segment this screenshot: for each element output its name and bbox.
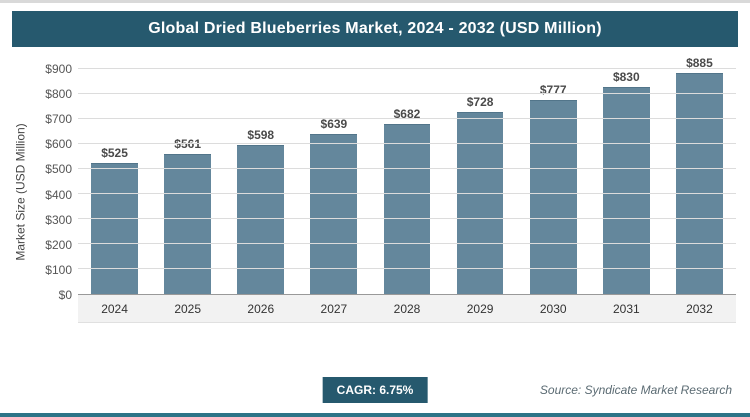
bar-slot: $561 [151,69,224,294]
bar-chart: Market Size (USD Million) $0 $100 $200 $300… [10,56,736,323]
x-tick-label: 2027 [320,302,348,316]
x-tick-label: 2028 [393,302,421,316]
bar-2027: $639 [310,117,358,294]
bar-value-label: $728 [466,95,494,109]
gridline [78,93,736,94]
bar-slot: $728 [444,69,517,294]
y-tick-label: $500 [45,162,72,177]
bar-value-label: $598 [247,127,275,142]
x-tick-label: 2024 [101,302,128,316]
x-tick-label: 2025 [174,302,202,316]
bar-slot: $885 [663,56,736,294]
bar-slot: $639 [297,69,370,294]
x-tick-label: 2026 [247,302,275,316]
bar-slot: $525 [78,69,151,294]
gridline [78,268,736,269]
gridline [78,243,736,244]
plot-column: $525 $561 $598 $639 $682 $728 $777 $830 $885 202… [78,56,736,323]
bar-value-label: $777 [539,82,567,97]
gridline [78,68,736,69]
y-tick-label: $0 [58,288,72,302]
bar-value-label: $639 [320,117,348,132]
y-tick-label: $300 [45,212,72,227]
gridline [78,143,736,145]
bar-slot: $777 [517,69,590,294]
bars-container: $525 $561 $598 $639 $682 $728 $777 $830 $885 [78,56,736,294]
gridline [78,168,736,169]
gridline [78,193,736,194]
y-tick-label: $400 [45,187,72,202]
cagr-badge: CAGR: 6.75% [322,377,428,403]
y-tick-label: $600 [45,137,72,152]
plot-area: $525 $561 $598 $639 $682 $728 $777 $830 $885 [78,56,736,295]
y-tick-label: $800 [45,87,72,102]
bar-slot: $598 [224,69,297,294]
y-axis-title: Market Size (USD Million) [10,61,32,323]
bar-2029: $728 [456,95,504,294]
bar-value-label: $885 [686,55,713,70]
x-axis-ticks: 2024 2025 2026 2027 2028 2029 2030 2031 2032 [78,295,736,323]
bar-2030: $777 [529,83,577,294]
x-tick-label: 2029 [466,302,494,316]
y-tick-label: $100 [45,262,72,277]
gridline [78,218,736,220]
y-axis-ticks: $0 $100 $200 $300 $400 $500 $600 $700 $800 $900 [32,62,78,302]
bar-slot: $682 [370,69,443,294]
bar-2031: $830 [602,70,650,294]
chart-title: Global Dried Blueberries Market, 2024 - … [12,11,738,47]
bar-value-label: $682 [393,106,421,121]
bar-2026: $598 [237,128,285,294]
y-tick-label: $700 [45,112,72,127]
bar-slot: $830 [590,69,663,294]
bar-value-label: $830 [612,69,640,84]
bar-2025: $561 [164,137,212,294]
x-tick-label: 2031 [612,302,640,316]
bottom-accent-line [0,413,750,417]
x-tick-label: 2032 [686,302,713,316]
bar-2024: $525 [91,146,138,294]
y-axis-title-text: Market Size (USD Million) [14,123,29,261]
bar-2028: $682 [383,107,431,294]
chart-footer: CAGR: 6.75% Source: Syndicate Market Res… [0,377,750,403]
bar-2032: $885 [676,56,723,294]
gridline [78,118,736,119]
x-tick-label: 2030 [539,302,567,316]
bar-value-label: $525 [101,145,128,160]
y-tick-label: $200 [45,237,72,252]
source-text: Source: Syndicate Market Research [539,383,732,397]
y-tick-label: $900 [45,62,72,76]
